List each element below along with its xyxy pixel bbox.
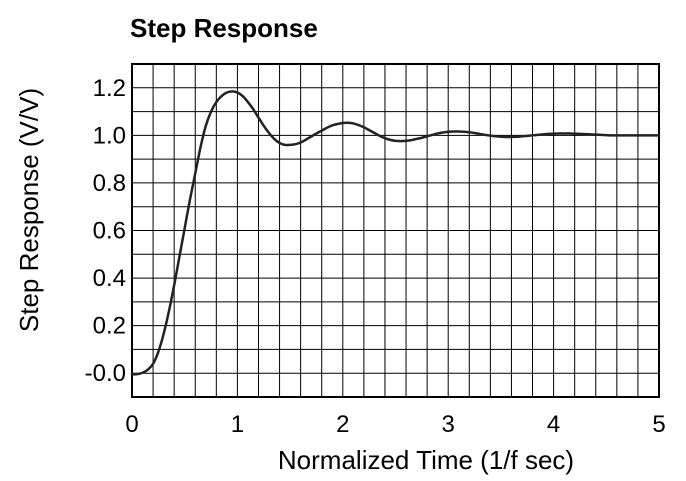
y-tick-labels: -0.0 0.2 0.4 0.6 0.8 1.0 1.2 bbox=[85, 75, 126, 387]
x-tick-labels: 0 1 2 3 4 5 bbox=[125, 411, 665, 438]
y-tick-label: 0.4 bbox=[93, 265, 126, 292]
x-axis-title: Normalized Time (1/f sec) bbox=[278, 445, 574, 475]
y-tick-label: 0.8 bbox=[93, 170, 126, 197]
x-tick-label: 1 bbox=[231, 411, 244, 438]
y-tick-label: 0.6 bbox=[93, 218, 126, 245]
y-tick-label: 1.0 bbox=[93, 122, 126, 149]
x-tick-label: 2 bbox=[336, 411, 349, 438]
x-tick-label: 3 bbox=[442, 411, 455, 438]
y-tick-label: 0.2 bbox=[93, 313, 126, 340]
x-tick-label: 5 bbox=[652, 411, 665, 438]
x-tick-label: 4 bbox=[547, 411, 560, 438]
y-tick-label: -0.0 bbox=[85, 360, 126, 387]
x-tick-label: 0 bbox=[125, 411, 138, 438]
y-axis-title: Step Response (V/V) bbox=[14, 88, 44, 332]
step-response-line bbox=[130, 90, 661, 376]
plot-frame bbox=[131, 63, 660, 398]
y-tick-label: 1.2 bbox=[93, 75, 126, 102]
chart-title: Step Response bbox=[130, 13, 318, 43]
